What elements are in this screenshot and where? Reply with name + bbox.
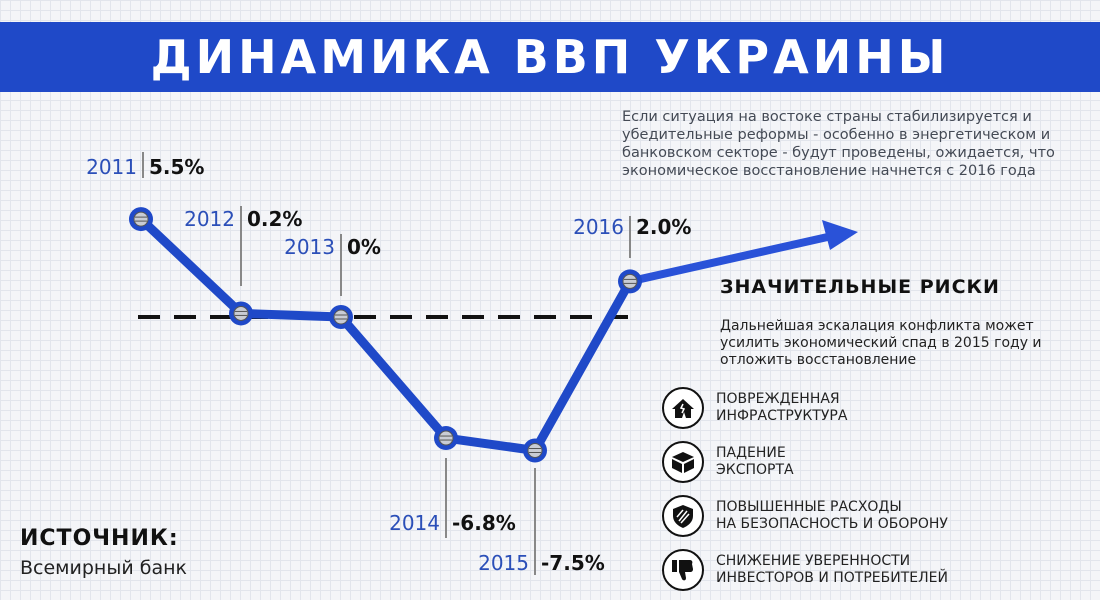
- data-point: [233, 305, 249, 321]
- value-label: 0%: [347, 235, 381, 259]
- risks-title: ЗНАЧИТЕЛЬНЫЕ РИСКИ: [720, 276, 1000, 298]
- source-label: ИСТОЧНИК:: [20, 526, 179, 551]
- risk-label: СНИЖЕНИЕ УВЕРЕННОСТИ ИНВЕСТОРОВ И ПОТРЕБ…: [716, 553, 948, 586]
- risk-item-infrastructure: ПОВРЕЖДЕННАЯ ИНФРАСТРУКТУРА: [662, 382, 1082, 434]
- risk-label: ПОВЫШЕННЫЕ РАСХОДЫ НА БЕЗОПАСНОСТЬ И ОБО…: [716, 499, 948, 532]
- year-label: 2015: [478, 551, 529, 575]
- series-line: [136, 214, 635, 455]
- shield-icon: [662, 495, 704, 537]
- forecast-note: Если ситуация на востоке страны стабилиз…: [622, 109, 1055, 179]
- year-label: 2011: [86, 155, 137, 179]
- source-value: Всемирный банк: [20, 557, 187, 579]
- source-block: ИСТОЧНИК: Всемирный банк: [20, 526, 187, 579]
- year-label: 2013: [284, 235, 335, 259]
- risk-label: ПАДЕНИЕ ЭКСПОРТА: [716, 445, 794, 478]
- value-label: 5.5%: [149, 155, 204, 179]
- value-label: 0.2%: [247, 207, 302, 231]
- risk-item-defense: ПОВЫШЕННЫЕ РАСХОДЫ НА БЕЗОПАСНОСТЬ И ОБО…: [662, 490, 1082, 542]
- data-point: [133, 211, 149, 227]
- box-icon: [662, 441, 704, 483]
- risk-list: ПОВРЕЖДЕННАЯ ИНФРАСТРУКТУРА ПАДЕНИЕ ЭКСП…: [662, 382, 1082, 598]
- trend-arrow-head: [822, 220, 858, 250]
- trend-arrow-line: [626, 232, 836, 286]
- value-label: 2.0%: [636, 215, 691, 239]
- data-point: [333, 309, 349, 325]
- data-point: [438, 430, 454, 446]
- value-label: -6.8%: [452, 511, 516, 535]
- data-point: [527, 443, 543, 458]
- year-label: 2016: [573, 215, 624, 239]
- risk-item-exports: ПАДЕНИЕ ЭКСПОРТА: [662, 436, 1082, 488]
- damaged-house-icon: [662, 387, 704, 429]
- title-banner: Динамика ВВП Украины: [0, 22, 1100, 92]
- page-title: Динамика ВВП Украины: [150, 30, 950, 84]
- risk-label: ПОВРЕЖДЕННАЯ ИНФРАСТРУКТУРА: [716, 391, 848, 424]
- year-label: 2012: [184, 207, 235, 231]
- value-label: -7.5%: [541, 551, 605, 575]
- risks-description: Дальнейшая эскалация конфликта может уси…: [720, 318, 1042, 368]
- thumbs-down-icon: [662, 549, 704, 591]
- risk-item-confidence: СНИЖЕНИЕ УВЕРЕННОСТИ ИНВЕСТОРОВ И ПОТРЕБ…: [662, 544, 1082, 596]
- data-point: [622, 273, 638, 289]
- year-label: 2014: [389, 511, 440, 535]
